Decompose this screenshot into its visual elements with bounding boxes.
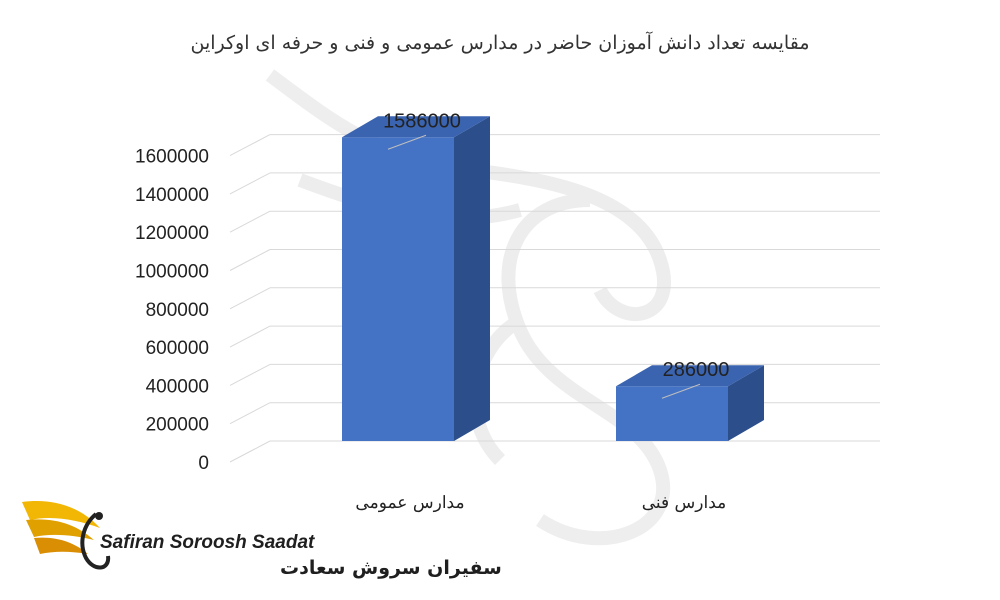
y-tick-label: 1600000 [135,147,209,168]
data-label: 286000 [663,359,730,381]
bar-front [616,386,728,441]
y-axis-ticks: 0 200000 400000 600000 800000 1000000 1200000 1… [135,147,209,474]
bar-front [342,137,454,441]
bar-top [342,116,490,138]
gridline-depth [229,402,271,425]
gridline-depth [229,249,271,271]
gridline-depth [229,172,271,195]
y-tick-label: 800000 [146,300,209,321]
data-label: 1586000 [383,110,461,132]
chart-title: مقایسه تعداد دانش آموزان حاضر در مدارس ع… [190,31,809,54]
y-tick-label: 600000 [146,338,209,359]
bar-side [454,116,490,441]
x-axis-categories: مدارس عمومی مدارس فنی [355,493,726,513]
x-category-label: مدارس فنی [642,493,727,513]
y-tick-label: 0 [198,453,209,474]
wing-icon [22,501,111,570]
bar-top [616,365,764,387]
x-category-label: مدارس عمومی [355,493,464,513]
y-tick-label: 1400000 [135,185,209,206]
data-labels: 1586000 286000 [383,110,730,399]
bar [616,365,764,441]
y-tick-label: 1000000 [135,262,209,283]
bar-side [728,365,764,441]
data-label-leader [387,134,427,150]
gridline-depth [229,325,271,348]
gridline-depth [229,287,271,310]
brand-logo: Safiran Soroosh Saadat سفیران سروش سعادت [22,501,502,579]
bar [342,116,490,441]
gridline-depth [229,210,271,233]
y-tick-label: 400000 [146,376,209,397]
gridline-depth [229,440,271,463]
brand-name-english: Safiran Soroosh Saadat [100,532,315,553]
y-tick-label: 1200000 [135,223,209,244]
bars [342,116,764,441]
data-label-leader [661,383,701,399]
brand-name-persian: سفیران سروش سعادت [280,557,502,579]
gridline-depth [229,363,271,386]
gridline-depth [229,134,271,157]
y-tick-label: 200000 [146,415,209,436]
